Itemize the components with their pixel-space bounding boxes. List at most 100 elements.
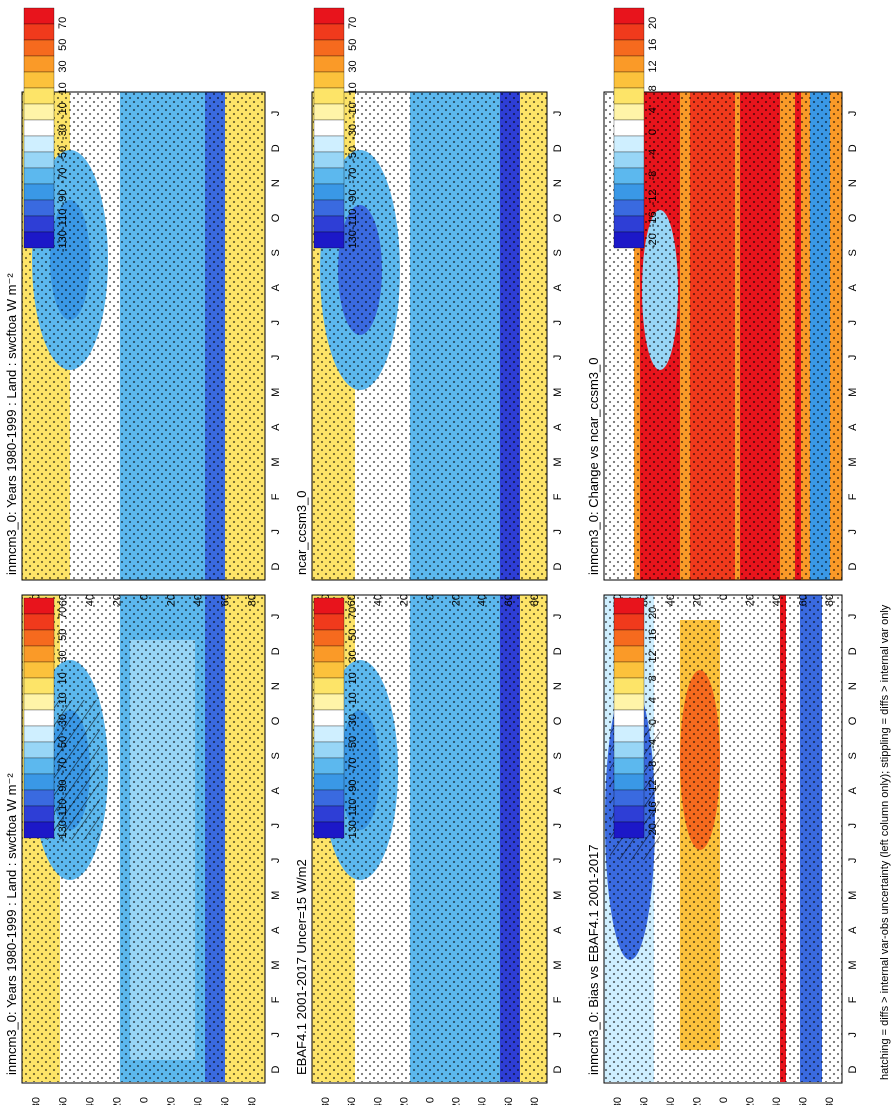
month-tick-label: D: [552, 647, 564, 655]
colorbar-swatch: [23, 757, 55, 775]
colorbar-label: 50: [57, 39, 69, 51]
colorbar-label: -16: [647, 801, 659, 817]
colorbars: 70503010-10-30-50-70-90-110-13070503010-…: [23, 7, 659, 842]
colorbar-label: 12: [647, 650, 659, 662]
lat-tick-label: 0: [139, 1097, 151, 1103]
colorbar-swatch: [23, 119, 55, 137]
colorbar-label: -130: [57, 230, 69, 252]
colorbar-swatch: [613, 629, 645, 647]
colorbar-swatch: [613, 199, 645, 217]
colorbar-swatch: [23, 135, 55, 153]
month-tick-label: J: [552, 614, 564, 620]
colorbar-label: 0: [647, 719, 659, 725]
lat-tick-label: 40: [665, 594, 677, 606]
colorbar-label: 10: [57, 82, 69, 94]
panel-title-4: inmcm3_0: Years 1980-1999 : Land : swcft…: [4, 273, 19, 575]
month-tick-label: S: [270, 249, 282, 256]
lat-tick-label: 60: [797, 1097, 809, 1105]
colorbar-swatch: [23, 231, 55, 249]
lat-tick-label: 20: [744, 1097, 756, 1105]
colorbar-label: 8: [647, 85, 659, 91]
colorbar-label: -10: [57, 692, 69, 708]
month-tick-label: A: [270, 423, 282, 431]
colorbar-label: -110: [57, 799, 69, 820]
month-tick-label: S: [847, 752, 859, 759]
colorbar-swatch: [23, 151, 55, 169]
lat-tick-label: 20: [744, 594, 756, 606]
colorbar-swatch: [23, 725, 55, 743]
month-tick-label: A: [552, 283, 564, 291]
colorbar-swatch: [313, 821, 345, 839]
month-tick-label: A: [847, 423, 859, 431]
colorbar-swatch: [23, 821, 55, 839]
month-tick-label: N: [270, 179, 282, 187]
colorbar-label: -12: [647, 190, 659, 206]
lat-tick-label: 60: [58, 1097, 70, 1105]
month-tick-label: A: [847, 926, 859, 934]
colorbar-label: 50: [57, 629, 69, 641]
month-tick-label: D: [552, 563, 564, 571]
panel-title-5: ncar_ccsm3_0: [294, 490, 309, 575]
colorbar-swatch: [23, 789, 55, 807]
month-tick-label: D: [847, 144, 859, 152]
footer-note: hatching = diffs > internal var-obs unce…: [879, 604, 891, 1080]
month-tick-label: F: [552, 493, 564, 500]
colorbar-swatch: [23, 693, 55, 711]
month-tick-label: O: [552, 716, 564, 725]
colorbar-label: -90: [57, 190, 69, 206]
month-tick-label: D: [847, 563, 859, 571]
colorbar-swatch: [313, 629, 345, 647]
month-tick-label: J: [847, 614, 859, 620]
month-tick-label: J: [552, 823, 564, 829]
colorbar-label: 30: [57, 650, 69, 662]
colorbar-label: -70: [57, 168, 69, 184]
colorbar-swatch: [23, 103, 55, 121]
month-tick-label: A: [847, 786, 859, 794]
month-tick-label: N: [552, 682, 564, 690]
colorbar-swatch: [313, 119, 345, 137]
colorbar-swatch: [613, 805, 645, 823]
month-tick-label: J: [552, 111, 564, 117]
colorbar-swatch: [313, 613, 345, 631]
colorbar-swatch: [313, 55, 345, 73]
colorbar-label: -4: [647, 739, 659, 749]
month-tick-label: F: [552, 996, 564, 1003]
month-tick-label: S: [847, 249, 859, 256]
month-tick-label: J: [847, 823, 859, 829]
lat-tick-label: 80: [529, 1097, 541, 1105]
colorbar-label: -30: [57, 714, 69, 730]
lat-tick-label: 0: [718, 1097, 730, 1103]
colorbar-label: 4: [647, 107, 659, 113]
lat-tick-label: 20: [112, 594, 124, 606]
colorbar-swatch: [23, 39, 55, 57]
colorbar-swatch: [23, 677, 55, 695]
month-tick-label: J: [552, 320, 564, 326]
colorbar-swatch: [23, 613, 55, 631]
panel-title-2: EBAF4.1 2001-2017 Uncer=15 W/m2: [294, 859, 309, 1075]
month-tick-label: M: [847, 388, 859, 397]
colorbar-swatch: [313, 661, 345, 679]
colorbar-label: -50: [347, 736, 359, 752]
colorbar-swatch: [613, 7, 645, 25]
colorbar-swatch: [313, 167, 345, 185]
month-tick-label: F: [270, 493, 282, 500]
colorbar-swatch: [23, 645, 55, 663]
month-tick-label: J: [270, 529, 282, 535]
panel-3: [311, 594, 548, 1084]
month-tick-label: S: [552, 752, 564, 759]
panel-1: [21, 594, 266, 1085]
colorbar-label: -10: [57, 102, 69, 118]
colorbar-swatch: [23, 709, 55, 727]
month-tick-label: D: [552, 1066, 564, 1074]
lat-tick-label: 40: [193, 1097, 205, 1105]
lat-tick-label: 60: [220, 594, 232, 606]
month-tick-label: A: [552, 786, 564, 794]
colorbar-label: -110: [57, 209, 69, 230]
colorbar-label: 10: [347, 82, 359, 94]
lat-tick-label: 0: [139, 594, 151, 600]
month-tick-label: F: [270, 996, 282, 1003]
lat-tick-label: 20: [166, 594, 178, 606]
month-tick-label: J: [847, 858, 859, 864]
month-tick-label: S: [270, 752, 282, 759]
